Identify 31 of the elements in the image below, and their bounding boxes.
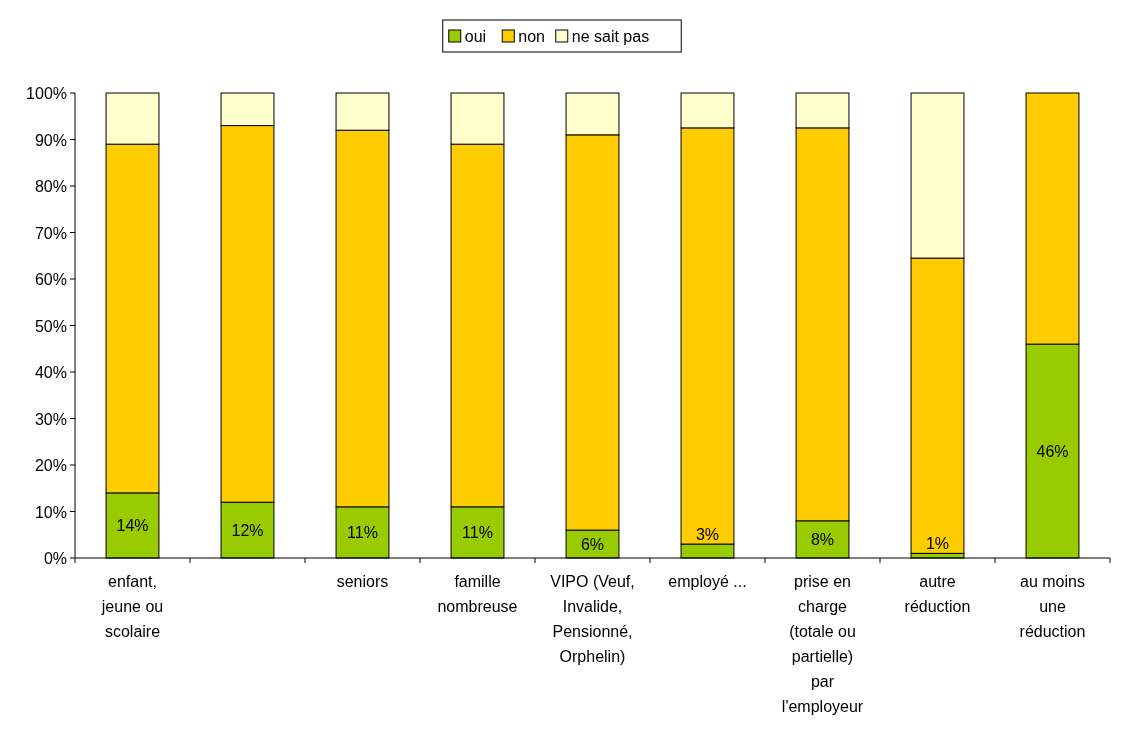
y-tick-label: 20% xyxy=(34,457,67,474)
y-tick-label: 100% xyxy=(26,85,67,102)
x-tick-label: famille nombreuse xyxy=(437,573,518,615)
y-tick-label: 50% xyxy=(34,317,67,335)
data-label: 6% xyxy=(580,536,605,554)
legend-label: oui xyxy=(464,28,487,45)
y-tick-label: 60% xyxy=(34,271,67,288)
data-label: 14% xyxy=(116,517,149,535)
data-label: 46% xyxy=(1036,443,1069,461)
y-tick-label: 0% xyxy=(43,550,67,567)
x-tick-label: employé ... xyxy=(668,573,747,590)
legend-label: non xyxy=(518,28,545,45)
x-tick-label: VIPO (Veuf, Invalide, Pensionné, Orphelin) xyxy=(550,573,635,665)
x-tick-label: prise en charge (totale ou partielle) par l'employeur xyxy=(781,573,864,715)
data-label: 11% xyxy=(462,524,493,542)
legend-label: ne sait pas xyxy=(571,28,650,45)
y-tick-label: 30% xyxy=(34,410,67,428)
x-tick-label: enfant, jeune ou scolaire xyxy=(100,573,164,640)
data-label: 8% xyxy=(810,531,835,549)
data-label: 12% xyxy=(231,522,264,540)
y-tick-label: 40% xyxy=(34,364,67,381)
x-tick-label: autre réduction xyxy=(904,573,971,615)
data-label: 3% xyxy=(695,526,720,544)
x-tick-label: au moins une réduction xyxy=(1019,573,1086,640)
data-label: 1% xyxy=(925,535,950,553)
y-tick-label: 70% xyxy=(34,224,67,242)
x-tick-label: seniors xyxy=(336,573,389,590)
y-tick-label: 80% xyxy=(34,178,67,195)
data-label: 11% xyxy=(347,524,378,542)
y-tick-label: 90% xyxy=(34,131,67,149)
y-tick-label: 10% xyxy=(34,503,67,521)
